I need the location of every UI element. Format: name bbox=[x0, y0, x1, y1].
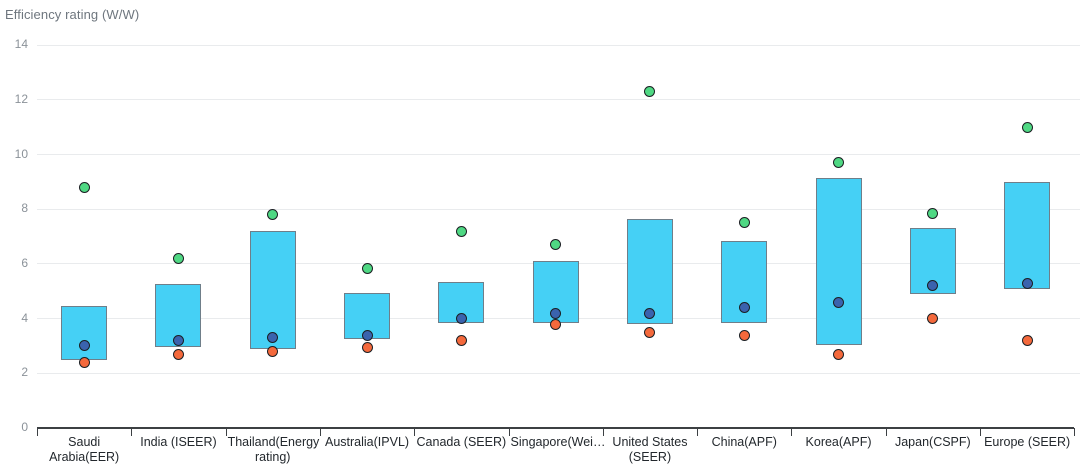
x-axis-tick bbox=[225, 428, 227, 436]
middle-dot bbox=[1021, 277, 1033, 289]
y-tick-label: 4 bbox=[21, 310, 28, 325]
middle-dot bbox=[550, 307, 562, 319]
x-axis-tick bbox=[131, 428, 133, 436]
range-bar bbox=[61, 306, 108, 360]
middle-dot bbox=[644, 307, 656, 319]
minimum-dot bbox=[172, 348, 184, 360]
gridline-y8 bbox=[37, 208, 1080, 210]
y-tick-label: 0 bbox=[21, 420, 28, 434]
x-axis-tick bbox=[697, 428, 699, 436]
middle-dot bbox=[833, 296, 845, 308]
maximum-dot bbox=[927, 207, 939, 219]
y-tick-label: 2 bbox=[21, 365, 28, 380]
minimum-dot bbox=[455, 334, 467, 346]
maximum-dot bbox=[738, 217, 750, 229]
category-label: Thailand(Energy rating) bbox=[227, 435, 320, 464]
range-bar bbox=[626, 218, 673, 325]
range-bar bbox=[815, 177, 862, 345]
x-axis-tick bbox=[1074, 428, 1076, 436]
gridline-y12 bbox=[37, 99, 1080, 101]
x-axis-tick bbox=[319, 428, 321, 436]
category-label: Korea(APF) bbox=[805, 435, 872, 449]
category-label: Japan(CSPF) bbox=[894, 435, 971, 449]
maximum-dot bbox=[833, 157, 845, 169]
x-axis-line bbox=[37, 427, 1075, 429]
maximum-dot bbox=[172, 252, 184, 264]
maximum-dot bbox=[361, 262, 373, 274]
x-axis-tick bbox=[508, 428, 510, 436]
x-axis-tick bbox=[602, 428, 604, 436]
range-bar bbox=[1004, 181, 1051, 289]
y-tick-label: 8 bbox=[21, 201, 28, 216]
middle-dot bbox=[172, 334, 184, 346]
range-bar bbox=[249, 231, 296, 349]
x-axis-tick bbox=[37, 428, 38, 436]
gridline-y10 bbox=[37, 154, 1080, 155]
category-label: United States (SEER) bbox=[612, 435, 688, 464]
minimum-dot bbox=[738, 329, 750, 341]
minimum-dot bbox=[927, 313, 939, 325]
y-axis-title: Efficiency rating (W/W) bbox=[5, 7, 140, 22]
minimum-dot bbox=[267, 345, 279, 357]
y-tick-label: 14 bbox=[14, 37, 28, 52]
y-tick-label: 6 bbox=[21, 255, 28, 270]
maximum-dot bbox=[644, 86, 656, 98]
category-label: India (ISEER) bbox=[140, 435, 217, 449]
minimum-dot bbox=[1021, 334, 1033, 346]
maximum-dot bbox=[550, 239, 562, 251]
middle-dot bbox=[738, 302, 750, 314]
minimum-dot bbox=[644, 326, 656, 338]
middle-dot bbox=[927, 280, 939, 292]
category-label: Australia(IPVL) bbox=[325, 435, 410, 449]
category-label: Singapore(Wei… bbox=[510, 435, 606, 449]
x-axis-tick bbox=[791, 428, 793, 436]
category-label: China(APF) bbox=[711, 435, 777, 449]
middle-dot bbox=[78, 340, 90, 352]
minimum-dot bbox=[78, 356, 90, 368]
x-axis-tick bbox=[414, 428, 416, 436]
middle-dot bbox=[455, 313, 467, 325]
middle-dot bbox=[361, 329, 373, 341]
gridline-y14 bbox=[37, 44, 1080, 46]
x-axis-tick bbox=[980, 428, 981, 436]
category-label: Canada (SEER) bbox=[416, 435, 507, 449]
middle-dot bbox=[267, 332, 279, 344]
category-label: Saudi Arabia(EER) bbox=[49, 435, 120, 464]
y-tick-label: 12 bbox=[14, 91, 28, 106]
maximum-dot bbox=[78, 181, 90, 193]
gridline-y2 bbox=[37, 372, 1080, 374]
category-label: Europe (SEER) bbox=[984, 435, 1071, 449]
minimum-dot bbox=[361, 341, 373, 353]
minimum-dot bbox=[550, 318, 562, 330]
y-tick-label: 10 bbox=[14, 146, 28, 161]
x-axis-tick bbox=[885, 428, 887, 436]
minimum-dot bbox=[833, 348, 845, 360]
maximum-dot bbox=[267, 209, 279, 221]
maximum-dot bbox=[455, 225, 467, 237]
maximum-dot bbox=[1021, 121, 1033, 133]
